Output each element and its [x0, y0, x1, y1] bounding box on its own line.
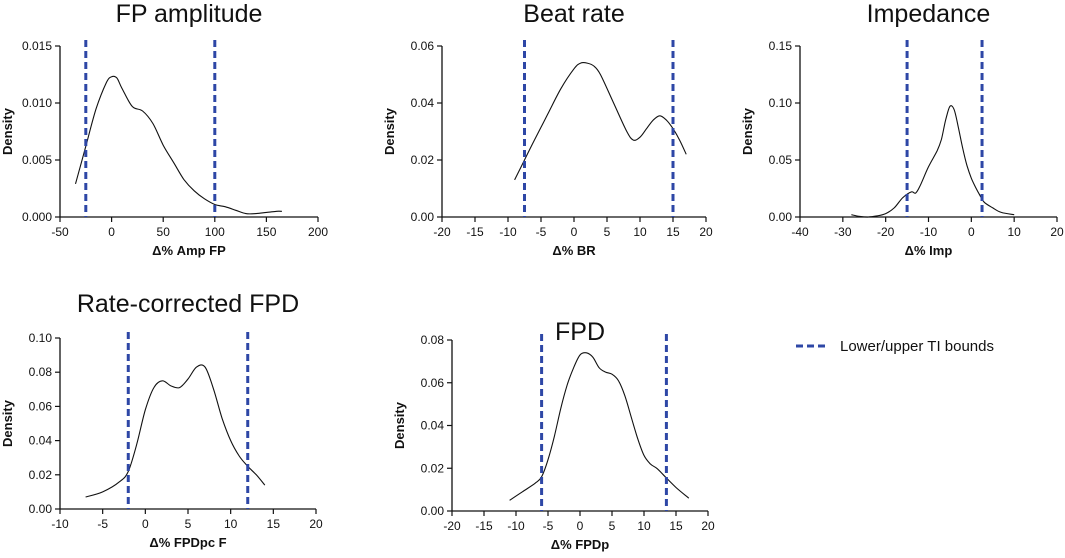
x-tick-label: -50	[51, 225, 69, 239]
x-tick-label: 0	[571, 225, 578, 239]
x-tick-label: 20	[1050, 225, 1064, 239]
x-tick-label: -20	[443, 519, 461, 533]
density-curve	[74, 75, 282, 215]
y-tick-label: 0.00	[769, 210, 793, 224]
panel-impedance: Impedance -40 -30 -20 -10 0 10 20 0.00 0.05 0.10 0.…	[740, 0, 1064, 258]
y-tick-label: 0.02	[421, 461, 445, 475]
x-tick-label: 0	[142, 517, 149, 531]
y-axis-title: Density	[740, 107, 755, 155]
y-tick-label: 0.015	[22, 39, 52, 53]
y-tick-label: 0.10	[769, 96, 793, 110]
x-tick-label: -5	[543, 519, 554, 533]
x-tick-label: 10	[1007, 225, 1021, 239]
x-tick-label: -10	[920, 225, 938, 239]
x-axis-title: Δ% FPDp	[551, 537, 610, 552]
y-tick-label: 0.06	[411, 39, 435, 53]
y-tick-label: 0.02	[29, 468, 53, 482]
y-tick-label: 0.15	[769, 39, 793, 53]
x-tick-label: 200	[308, 225, 328, 239]
x-tick-label: -15	[475, 519, 493, 533]
x-tick-label: 20	[309, 517, 323, 531]
y-tick-label: 0.06	[421, 376, 445, 390]
x-tick-label: 15	[267, 517, 281, 531]
x-tick-label: 100	[205, 225, 225, 239]
x-tick-label: 0	[968, 225, 975, 239]
density-curve	[85, 364, 266, 498]
x-tick-label: 0	[108, 225, 115, 239]
x-tick-label: 10	[224, 517, 238, 531]
panel-title: Rate-corrected FPD	[77, 290, 299, 318]
y-tick-label: 0.08	[421, 333, 445, 347]
x-tick-label: 5	[609, 519, 616, 533]
x-tick-label: 0	[577, 519, 584, 533]
panel-fp-amplitude: FP amplitude -50 0 50 100 150 200 0.000 0.005 0.0…	[0, 0, 328, 258]
y-tick-label: 0.00	[421, 504, 445, 518]
y-tick-label: 0.04	[411, 96, 435, 110]
x-tick-label: -30	[834, 225, 852, 239]
panel-title: FPD	[555, 318, 605, 346]
x-tick-label: -20	[433, 225, 451, 239]
x-tick-label: 20	[699, 225, 713, 239]
x-tick-label: -10	[51, 517, 69, 531]
y-tick-label: 0.04	[29, 434, 53, 448]
x-tick-label: 50	[157, 225, 171, 239]
panel-rate-corrected-fpd: Rate-corrected FPD -10 -5 0 5 10 15 20 0.00 0.02 0…	[0, 290, 323, 550]
density-curve	[514, 61, 687, 181]
x-tick-label: -5	[536, 225, 547, 239]
x-axis-title: Δ% Amp FP	[152, 243, 226, 258]
panel-title: Beat rate	[523, 0, 624, 28]
x-tick-label: 5	[604, 225, 611, 239]
y-axis-title: Density	[382, 107, 397, 155]
panel-title: Impedance	[867, 0, 991, 28]
x-axis-title: Δ% BR	[552, 243, 596, 258]
legend: Lower/upper TI bounds	[796, 338, 994, 355]
x-tick-label: 15	[666, 225, 680, 239]
panel-fpd: FPD -20 -15 -10 -5 0 5 10 15 20 0.00 0.02 0.04 0.06 0.…	[392, 318, 715, 552]
y-tick-label: 0.00	[29, 502, 53, 516]
y-tick-label: 0.10	[29, 331, 53, 345]
x-tick-label: 10	[633, 225, 647, 239]
y-tick-label: 0.000	[22, 210, 52, 224]
density-curve	[509, 352, 690, 501]
y-tick-label: 0.005	[22, 153, 52, 167]
y-axis-title: Density	[0, 399, 15, 447]
x-tick-label: -15	[466, 225, 484, 239]
legend-label: Lower/upper TI bounds	[840, 338, 994, 355]
x-tick-label: 150	[256, 225, 276, 239]
y-tick-label: 0.08	[29, 365, 53, 379]
y-tick-label: 0.02	[411, 153, 435, 167]
y-tick-label: 0.00	[411, 210, 435, 224]
x-axis-title: Δ% Imp	[905, 243, 953, 258]
x-tick-label: -5	[97, 517, 108, 531]
x-tick-label: 20	[701, 519, 715, 533]
density-curve	[851, 105, 1015, 218]
y-axis-title: Density	[392, 401, 407, 449]
y-tick-label: 0.06	[29, 399, 53, 413]
x-tick-label: -20	[877, 225, 895, 239]
x-tick-label: 15	[669, 519, 683, 533]
y-tick-label: 0.04	[421, 419, 445, 433]
panel-beat-rate: Beat rate -20 -15 -10 -5 0 5 10 15 20 0.00 0.02 0.04…	[382, 0, 713, 258]
x-tick-label: 5	[185, 517, 192, 531]
x-tick-label: -40	[791, 225, 809, 239]
panel-title: FP amplitude	[116, 0, 263, 28]
x-tick-label: -10	[499, 225, 517, 239]
y-tick-label: 0.05	[769, 153, 793, 167]
x-tick-label: 10	[637, 519, 651, 533]
x-tick-label: -10	[507, 519, 525, 533]
y-tick-label: 0.010	[22, 96, 52, 110]
x-axis-title: Δ% FPDpc F	[149, 535, 226, 550]
y-axis-title: Density	[0, 107, 15, 155]
